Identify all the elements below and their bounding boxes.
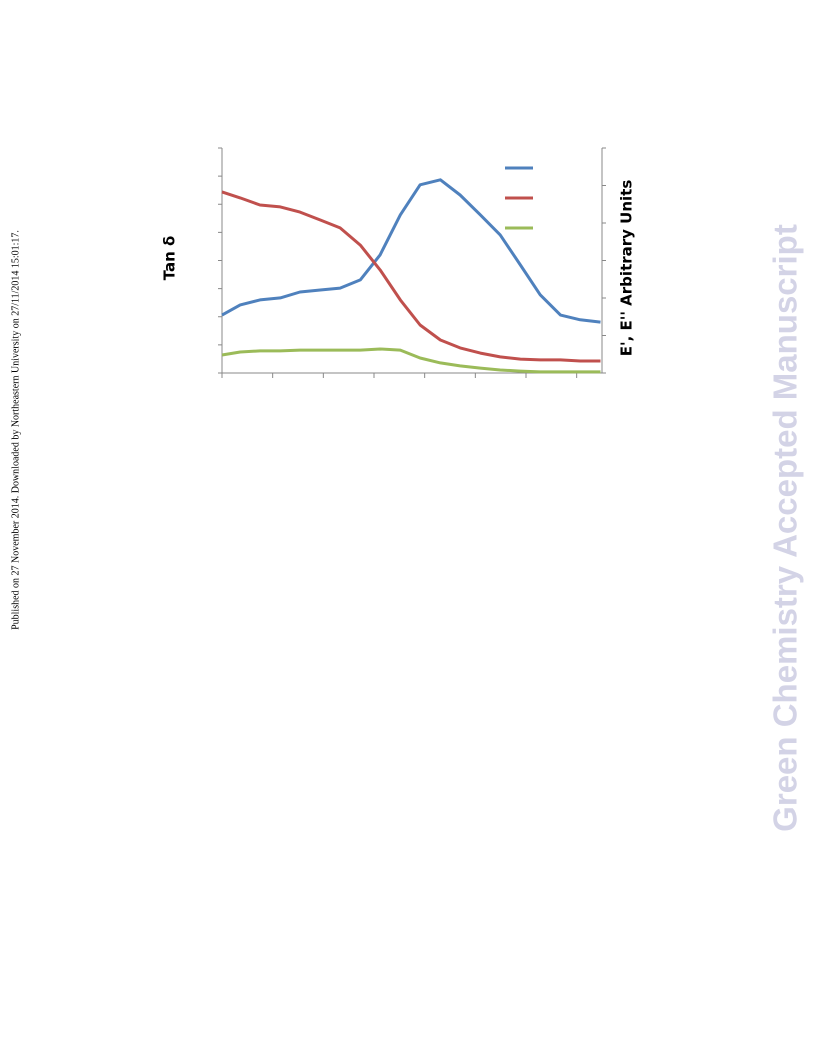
- series-line: [221, 178, 601, 324]
- series-line: [221, 347, 601, 374]
- watermark: Green Chemistry Accepted Manuscript: [767, 224, 804, 832]
- y2-axis-title: E', E'' Arbitrary Units: [618, 180, 636, 357]
- series-line: [221, 190, 601, 363]
- side-note: Published on 27 November 2014. Downloade…: [10, 230, 21, 630]
- y-axis-title: Tan δ: [161, 236, 179, 281]
